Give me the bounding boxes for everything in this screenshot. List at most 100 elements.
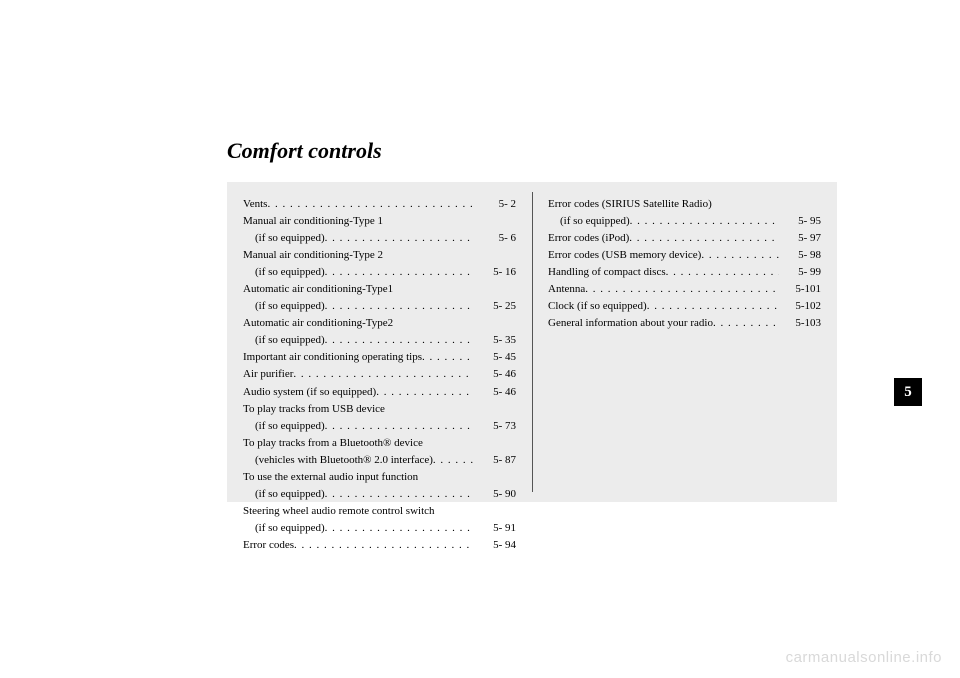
toc-entry: Error codes (USB memory device). . . . .… (548, 247, 821, 264)
toc-entry-page: 5- 91 (474, 520, 516, 537)
toc-entry-page: 5- 98 (779, 247, 821, 264)
toc-leader-dots: . . . . . . . . . . . . . . . . . . . . … (325, 486, 474, 503)
toc-entry-page: 5- 94 (474, 537, 516, 554)
toc-entry-page: 5-101 (779, 281, 821, 298)
toc-entry-label: Air purifier (243, 366, 293, 383)
toc-leader-dots: . . . . . . . . . . . . . . . . . . . . … (325, 264, 474, 281)
toc-entry: (if so equipped). . . . . . . . . . . . … (243, 298, 516, 315)
toc-entry-page: 5- 99 (779, 264, 821, 281)
toc-entry: (if so equipped). . . . . . . . . . . . … (243, 520, 516, 537)
toc-entry-sublabel: (if so equipped) (243, 332, 325, 349)
toc-entry-page: 5- 46 (474, 366, 516, 383)
toc-entry-label: Automatic air conditioning-Type2 (243, 315, 393, 332)
page-title: Comfort controls (227, 138, 382, 164)
toc-entry-page: 5- 6 (474, 230, 516, 247)
toc-leader-dots: . . . . . . . . . . . . . . . . . . . . … (433, 452, 474, 469)
toc-entry-page: 5-102 (779, 298, 821, 315)
toc-entry-sublabel: (if so equipped) (243, 298, 325, 315)
toc-leader-dots: . . . . . . . . . . . . . . . . . . . . … (325, 418, 474, 435)
toc-entry: Steering wheel audio remote control swit… (243, 503, 516, 520)
toc-entry-page: 5- 97 (779, 230, 821, 247)
toc-entry: (if so equipped). . . . . . . . . . . . … (243, 332, 516, 349)
manual-page: Comfort controls Vents. . . . . . . . . … (0, 0, 960, 678)
toc-entry-page: 5- 16 (474, 264, 516, 281)
toc-entry-label: Error codes (iPod) (548, 230, 629, 247)
toc-entry: Automatic air conditioning-Type1 (243, 281, 516, 298)
toc-entry: To use the external audio input function (243, 469, 516, 486)
toc-entry: Error codes (iPod). . . . . . . . . . . … (548, 230, 821, 247)
toc-column-right: Error codes (SIRIUS Satellite Radio)(if … (532, 196, 837, 488)
toc-box: Vents. . . . . . . . . . . . . . . . . .… (227, 182, 837, 502)
toc-leader-dots: . . . . . . . . . . . . . . . . . . . . … (376, 384, 474, 401)
toc-leader-dots: . . . . . . . . . . . . . . . . . . . . … (647, 298, 779, 315)
toc-entry: Error codes (SIRIUS Satellite Radio) (548, 196, 821, 213)
toc-entry: Important air conditioning operating tip… (243, 349, 516, 366)
toc-leader-dots: . . . . . . . . . . . . . . . . . . . . … (325, 520, 474, 537)
toc-entry: Clock (if so equipped). . . . . . . . . … (548, 298, 821, 315)
toc-entry: To play tracks from USB device (243, 401, 516, 418)
toc-entry-label: Manual air conditioning-Type 1 (243, 213, 383, 230)
toc-leader-dots: . . . . . . . . . . . . . . . . . . . . … (267, 196, 474, 213)
section-tab: 5 (894, 378, 922, 406)
toc-leader-dots: . . . . . . . . . . . . . . . . . . . . … (585, 281, 779, 298)
toc-entry-page: 5- 35 (474, 332, 516, 349)
toc-entry-label: To play tracks from USB device (243, 401, 385, 418)
toc-entry-sublabel: (if so equipped) (243, 418, 325, 435)
toc-entry-label: Antenna (548, 281, 585, 298)
toc-entry-label: Steering wheel audio remote control swit… (243, 503, 435, 520)
toc-entry-sublabel: (vehicles with Bluetooth® 2.0 interface) (243, 452, 433, 469)
toc-entry-page: 5- 25 (474, 298, 516, 315)
toc-entry-label: Automatic air conditioning-Type1 (243, 281, 393, 298)
toc-entry-sublabel: (if so equipped) (548, 213, 630, 230)
toc-entry-page: 5- 90 (474, 486, 516, 503)
toc-entry: (if so equipped). . . . . . . . . . . . … (243, 264, 516, 281)
toc-entry-sublabel: (if so equipped) (243, 486, 325, 503)
toc-entry: (if so equipped). . . . . . . . . . . . … (243, 230, 516, 247)
toc-leader-dots: . . . . . . . . . . . . . . . . . . . . … (325, 230, 474, 247)
toc-entry: Antenna. . . . . . . . . . . . . . . . .… (548, 281, 821, 298)
toc-entry-label: General information about your radio (548, 315, 713, 332)
toc-entry: (if so equipped). . . . . . . . . . . . … (243, 418, 516, 435)
toc-entry-label: Important air conditioning operating tip… (243, 349, 422, 366)
toc-entry-label: Error codes (USB memory device) (548, 247, 701, 264)
toc-entry: General information about your radio. . … (548, 315, 821, 332)
toc-leader-dots: . . . . . . . . . . . . . . . . . . . . … (325, 332, 474, 349)
toc-entry: Automatic air conditioning-Type2 (243, 315, 516, 332)
toc-leader-dots: . . . . . . . . . . . . . . . . . . . . … (701, 247, 779, 264)
toc-leader-dots: . . . . . . . . . . . . . . . . . . . . … (630, 213, 779, 230)
toc-entry-page: 5-103 (779, 315, 821, 332)
toc-leader-dots: . . . . . . . . . . . . . . . . . . . . … (629, 230, 779, 247)
toc-entry: (if so equipped). . . . . . . . . . . . … (243, 486, 516, 503)
toc-entry: Handling of compact discs. . . . . . . .… (548, 264, 821, 281)
toc-entry-sublabel: (if so equipped) (243, 264, 325, 281)
toc-entry-page: 5- 46 (474, 384, 516, 401)
toc-entry: Manual air conditioning-Type 1 (243, 213, 516, 230)
toc-leader-dots: . . . . . . . . . . . . . . . . . . . . … (713, 315, 779, 332)
toc-entry-label: Error codes (243, 537, 294, 554)
toc-entry: Manual air conditioning-Type 2 (243, 247, 516, 264)
toc-entry-label: Vents (243, 196, 267, 213)
toc-entry-label: To use the external audio input function (243, 469, 418, 486)
toc-entry-sublabel: (if so equipped) (243, 230, 325, 247)
toc-leader-dots: . . . . . . . . . . . . . . . . . . . . … (666, 264, 779, 281)
toc-entry: (if so equipped). . . . . . . . . . . . … (548, 213, 821, 230)
toc-entry: (vehicles with Bluetooth® 2.0 interface)… (243, 452, 516, 469)
toc-entry-label: To play tracks from a Bluetooth® device (243, 435, 423, 452)
toc-entry: Audio system (if so equipped). . . . . .… (243, 384, 516, 401)
toc-leader-dots: . . . . . . . . . . . . . . . . . . . . … (422, 349, 474, 366)
toc-leader-dots: . . . . . . . . . . . . . . . . . . . . … (293, 366, 474, 383)
toc-entry-page: 5- 45 (474, 349, 516, 366)
toc-entry: Vents. . . . . . . . . . . . . . . . . .… (243, 196, 516, 213)
toc-entry-label: Manual air conditioning-Type 2 (243, 247, 383, 264)
toc-leader-dots: . . . . . . . . . . . . . . . . . . . . … (294, 537, 474, 554)
watermark-text: carmanualsonline.info (786, 649, 942, 666)
toc-entry: Air purifier. . . . . . . . . . . . . . … (243, 366, 516, 383)
toc-leader-dots: . . . . . . . . . . . . . . . . . . . . … (325, 298, 474, 315)
toc-entry-page: 5- 73 (474, 418, 516, 435)
toc-entry-label: Error codes (SIRIUS Satellite Radio) (548, 196, 712, 213)
toc-entry-sublabel: (if so equipped) (243, 520, 325, 537)
toc-entry-label: Clock (if so equipped) (548, 298, 647, 315)
toc-entry-label: Handling of compact discs (548, 264, 666, 281)
toc-entry: To play tracks from a Bluetooth® device (243, 435, 516, 452)
toc-entry-page: 5- 95 (779, 213, 821, 230)
